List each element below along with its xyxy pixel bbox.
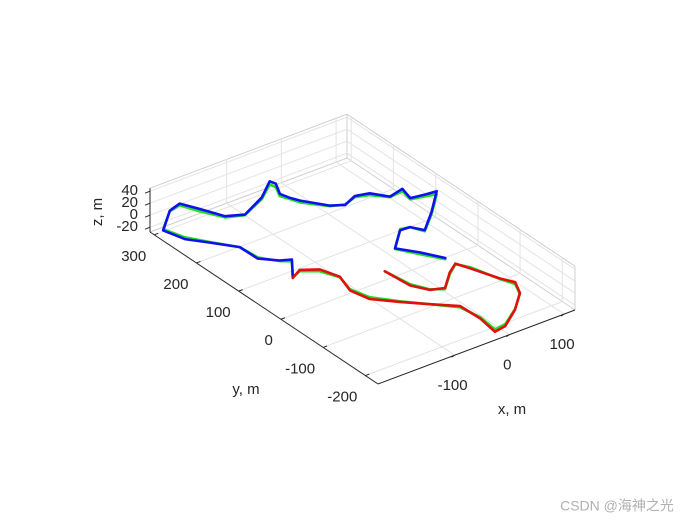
y-tick [365,373,370,377]
x-tick-label: 0 [503,357,511,374]
y-axis-label: y, m [232,381,259,398]
grid-line [238,173,437,292]
y-tick-label: 100 [206,304,231,321]
box-edge [149,157,576,311]
x-axis-label: x, m [498,401,526,418]
y-tick [322,345,328,348]
y-tick-label: 0 [265,332,273,349]
x-tick-label: -100 [438,377,468,394]
z-tick [144,190,151,194]
trajectory [161,180,447,280]
z-tick-label: 40 [121,182,138,199]
grid-line [280,201,479,320]
z-tick [144,226,151,230]
grid-line [280,138,510,336]
z-tick-label: 0 [130,206,138,223]
z-tick [144,202,151,206]
z-axis-label: z, m [89,198,106,226]
y-tick-label: -200 [327,389,357,406]
y-axis [149,231,379,385]
watermark: CSDN @海神之光 [560,498,674,514]
grid-line [149,128,576,282]
y-tick-label: -100 [285,360,315,377]
x-axis [377,309,576,385]
y-tick-label: 200 [163,276,188,293]
grid-line [335,118,565,315]
y-tick-label: 300 [121,248,146,265]
z-tick [144,214,151,218]
z-tick-label: 20 [121,194,138,211]
grid-line [149,152,576,306]
y-tick [154,232,159,236]
x-tick-label: 100 [550,336,575,353]
y-tick [238,289,243,292]
trajectory [291,262,522,334]
grid-line [149,140,576,294]
z-tick-label: -20 [116,218,138,235]
y-tick [196,260,201,264]
grid-line [149,116,576,270]
y-tick [280,317,286,320]
